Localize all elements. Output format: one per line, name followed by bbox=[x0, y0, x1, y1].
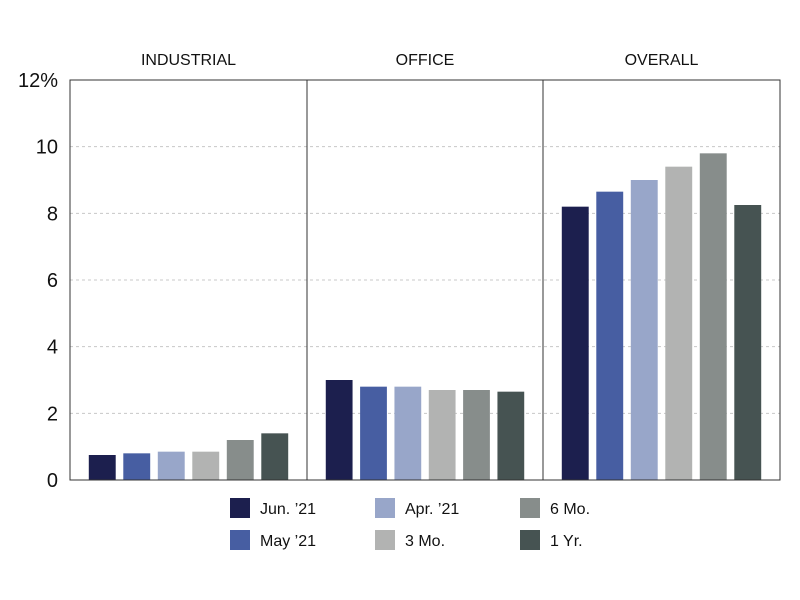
bar bbox=[699, 153, 727, 481]
legend-label: Apr. ’21 bbox=[405, 501, 459, 518]
legend-swatch bbox=[520, 498, 540, 518]
legend-item: 6 Mo. bbox=[520, 498, 590, 518]
legend-swatch bbox=[375, 530, 395, 550]
bar bbox=[394, 386, 422, 480]
legend: Jun. ’21 May ’21 Apr. ’21 3 Mo. 6 Mo. 1 Yr. bbox=[230, 498, 590, 550]
panel-title: OFFICE bbox=[396, 52, 455, 69]
plot-frame bbox=[69, 79, 781, 481]
legend-item: 3 Mo. bbox=[375, 530, 445, 550]
bar bbox=[630, 180, 658, 480]
bar bbox=[428, 390, 456, 480]
gridlines bbox=[70, 146, 780, 414]
y-tick-label: 0 bbox=[47, 470, 58, 492]
bar bbox=[497, 391, 525, 480]
y-tick-label: 4 bbox=[47, 337, 58, 359]
legend-label: 3 Mo. bbox=[405, 533, 445, 550]
legend-item: Apr. ’21 bbox=[375, 498, 459, 518]
bar bbox=[734, 205, 762, 480]
legend-swatch bbox=[520, 530, 540, 550]
panel-titles: INDUSTRIAL OFFICE OVERALL bbox=[141, 52, 699, 69]
bar bbox=[226, 440, 254, 480]
bar bbox=[123, 453, 151, 480]
bar bbox=[463, 390, 490, 480]
legend-item: Jun. ’21 bbox=[230, 498, 316, 518]
bar bbox=[192, 451, 220, 480]
plot-border bbox=[69, 79, 781, 481]
bar bbox=[261, 433, 289, 480]
legend-swatch bbox=[375, 498, 395, 518]
legend-swatch bbox=[230, 498, 250, 518]
y-tick-label: 2 bbox=[47, 403, 58, 425]
y-tick-label: 8 bbox=[47, 203, 58, 225]
y-tick-label: 12% bbox=[18, 70, 58, 92]
bars bbox=[88, 153, 762, 481]
bar bbox=[665, 166, 693, 480]
panel-title: INDUSTRIAL bbox=[141, 52, 236, 69]
bar bbox=[325, 380, 353, 480]
legend-label: Jun. ’21 bbox=[260, 501, 316, 518]
bar bbox=[88, 455, 116, 480]
y-tick-label: 6 bbox=[47, 270, 58, 292]
y-tick-label: 10 bbox=[36, 137, 58, 159]
legend-swatch bbox=[230, 530, 250, 550]
legend-label: May ’21 bbox=[260, 533, 316, 550]
bar bbox=[157, 451, 185, 480]
legend-item: May ’21 bbox=[230, 530, 316, 550]
panel-title: OVERALL bbox=[625, 52, 699, 69]
bar bbox=[360, 386, 387, 480]
legend-label: 1 Yr. bbox=[550, 533, 583, 550]
bar bbox=[561, 206, 589, 480]
legend-label: 6 Mo. bbox=[550, 501, 590, 518]
legend-item: 1 Yr. bbox=[520, 530, 583, 550]
y-axis-ticks: 0 2 4 6 8 10 12% bbox=[18, 70, 58, 492]
bar bbox=[596, 191, 624, 480]
